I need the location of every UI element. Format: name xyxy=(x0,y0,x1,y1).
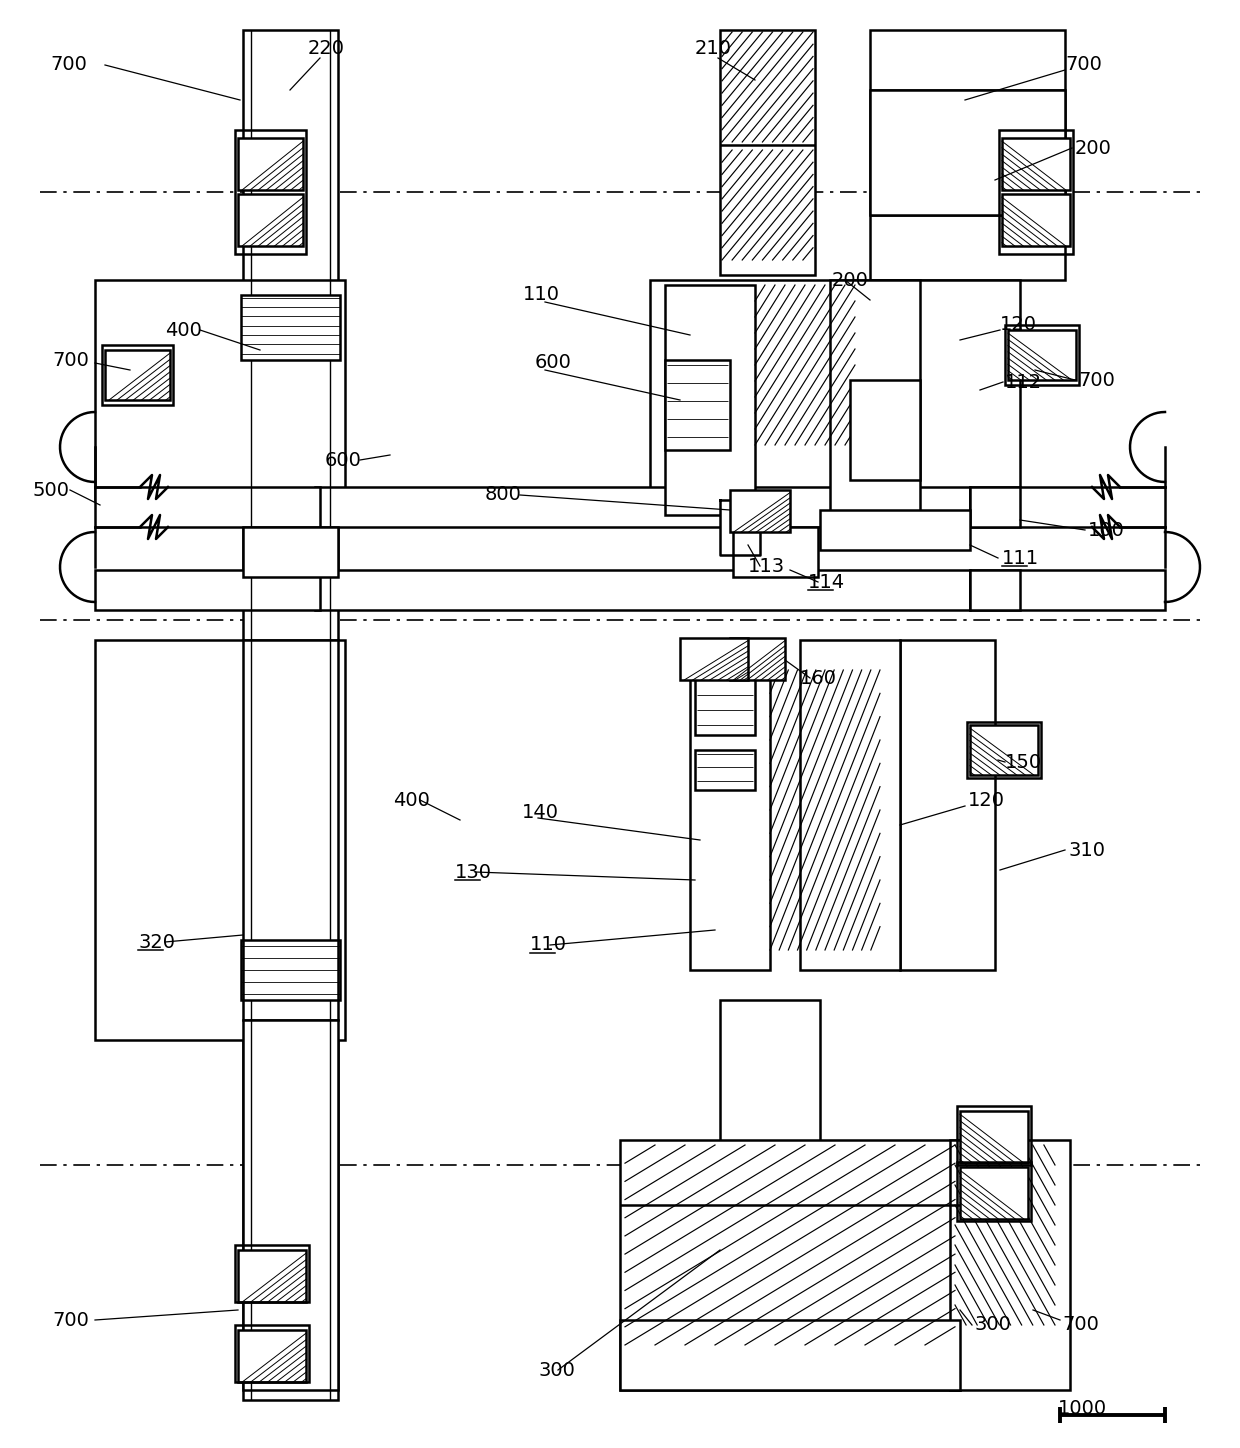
Text: 600: 600 xyxy=(534,353,572,372)
Bar xyxy=(970,571,1166,610)
Text: 160: 160 xyxy=(800,669,837,688)
Bar xyxy=(694,750,755,791)
Bar xyxy=(694,660,755,736)
Bar xyxy=(95,487,320,527)
Bar xyxy=(970,725,1038,775)
Bar xyxy=(730,489,790,531)
Text: 320: 320 xyxy=(138,933,175,951)
Text: 400: 400 xyxy=(165,320,202,339)
Text: 140: 140 xyxy=(522,802,559,821)
Bar xyxy=(957,1161,1030,1221)
Text: 120: 120 xyxy=(968,791,1004,809)
Bar xyxy=(243,527,339,576)
Text: 400: 400 xyxy=(393,791,430,809)
Bar xyxy=(102,345,174,405)
Text: 210: 210 xyxy=(694,39,732,58)
Bar xyxy=(95,571,320,610)
Bar xyxy=(999,130,1073,253)
Text: 111: 111 xyxy=(1002,549,1039,568)
Bar xyxy=(95,640,345,1040)
Bar xyxy=(970,487,1166,527)
Polygon shape xyxy=(720,500,760,555)
Text: 113: 113 xyxy=(748,556,785,575)
Bar xyxy=(967,723,1042,778)
Bar xyxy=(1004,324,1079,385)
Text: 120: 120 xyxy=(999,316,1037,334)
Bar xyxy=(620,1140,960,1390)
Bar xyxy=(238,194,303,246)
Bar xyxy=(620,1321,960,1390)
Bar xyxy=(236,130,306,253)
Text: 1000: 1000 xyxy=(1058,1399,1107,1418)
Bar xyxy=(95,279,345,500)
Text: 700: 700 xyxy=(52,1310,89,1329)
Bar xyxy=(105,350,170,400)
Bar xyxy=(970,487,1021,527)
Text: 700: 700 xyxy=(1078,371,1115,390)
Bar xyxy=(243,640,339,1019)
Text: 600: 600 xyxy=(325,450,362,469)
Bar xyxy=(241,295,340,361)
Bar xyxy=(236,1245,309,1302)
Bar xyxy=(1002,194,1070,246)
Text: 700: 700 xyxy=(1065,55,1102,74)
Bar xyxy=(730,639,785,681)
Bar xyxy=(650,279,1021,520)
Bar xyxy=(849,379,920,479)
Text: 500: 500 xyxy=(33,481,69,500)
Bar xyxy=(238,1331,306,1381)
Text: 150: 150 xyxy=(1004,753,1042,772)
Text: 110: 110 xyxy=(529,935,567,954)
Bar xyxy=(241,940,340,1001)
Text: 220: 220 xyxy=(308,39,345,58)
Bar xyxy=(1008,330,1076,379)
Bar xyxy=(315,487,970,527)
Bar xyxy=(680,639,748,681)
Text: 800: 800 xyxy=(485,485,522,504)
Bar xyxy=(950,1140,1070,1390)
Bar xyxy=(665,361,730,450)
Bar xyxy=(689,640,770,970)
Text: 130: 130 xyxy=(455,863,492,882)
Text: 310: 310 xyxy=(1068,840,1105,860)
Bar xyxy=(957,1106,1030,1166)
Bar xyxy=(800,640,900,970)
Bar xyxy=(236,1325,309,1381)
Bar xyxy=(733,527,818,576)
Text: 300: 300 xyxy=(975,1315,1012,1335)
Text: 112: 112 xyxy=(1004,372,1042,391)
Bar xyxy=(870,30,1065,279)
Bar xyxy=(960,1167,1028,1219)
Text: 700: 700 xyxy=(52,350,89,369)
Text: 700: 700 xyxy=(50,55,87,74)
Bar xyxy=(970,571,1021,610)
Text: 200: 200 xyxy=(1075,139,1112,158)
Bar xyxy=(243,1019,339,1390)
Bar xyxy=(665,285,755,515)
Text: 300: 300 xyxy=(538,1361,575,1380)
Text: 700: 700 xyxy=(1061,1315,1099,1335)
Bar xyxy=(238,138,303,190)
Bar xyxy=(243,30,339,1400)
Text: 100: 100 xyxy=(1087,520,1125,540)
Bar xyxy=(1002,138,1070,190)
Bar xyxy=(870,90,1065,214)
Text: 114: 114 xyxy=(808,572,846,591)
Text: 200: 200 xyxy=(832,271,869,290)
Bar xyxy=(820,510,970,550)
Bar xyxy=(315,571,970,610)
Bar xyxy=(720,1001,820,1380)
Bar xyxy=(238,1250,306,1302)
Bar xyxy=(960,1111,1028,1163)
Text: 110: 110 xyxy=(523,285,560,304)
Bar xyxy=(720,30,815,275)
Bar xyxy=(830,279,920,520)
Bar xyxy=(900,640,994,970)
